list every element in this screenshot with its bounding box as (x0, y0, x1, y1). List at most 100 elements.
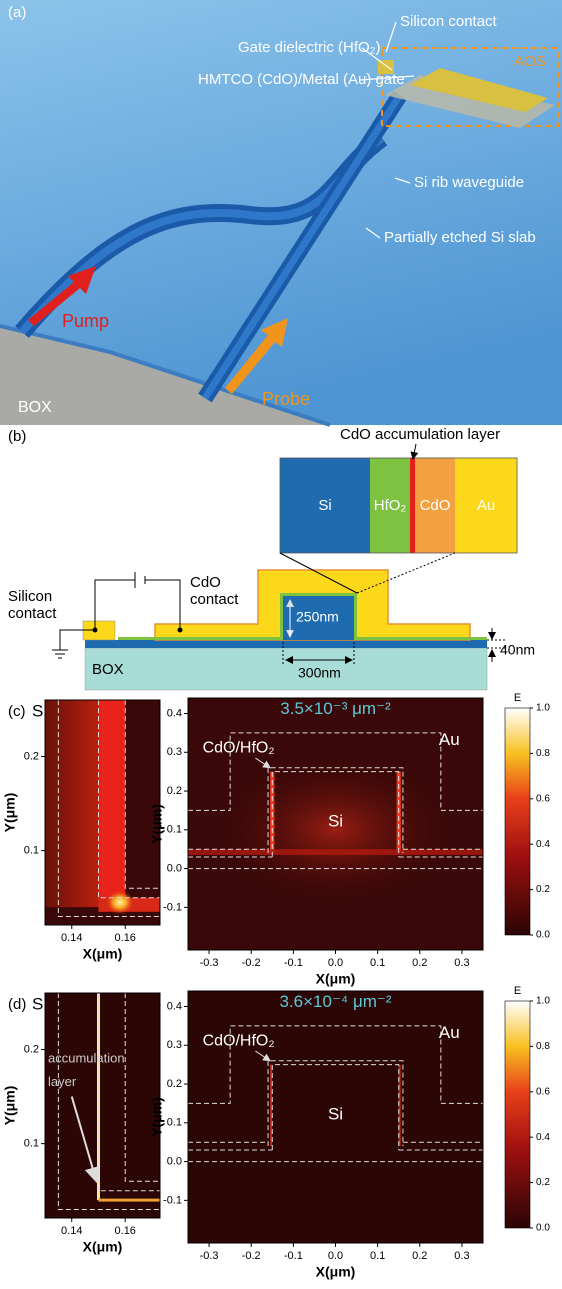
label: layer (48, 1074, 77, 1089)
colorbar (505, 708, 530, 935)
label: 0.0 (328, 1250, 343, 1262)
label: (d) (8, 996, 26, 1013)
label: Partially etched Si slab (384, 229, 536, 246)
label: Au (439, 730, 460, 749)
label: CdO accumulation layer (340, 426, 500, 443)
label: (a) (8, 4, 26, 21)
label: 3.5×10⁻³ μm⁻² (280, 699, 391, 718)
label: 0.6 (536, 1086, 550, 1097)
label: 0.8 (536, 748, 550, 759)
label: 0.14 (61, 1225, 82, 1237)
label: -0.3 (200, 957, 219, 969)
field-glow (209, 760, 462, 915)
label: 1.0 (536, 703, 550, 714)
label: -0.1 (284, 957, 303, 969)
label: -0.2 (242, 957, 261, 969)
panel-b (52, 444, 517, 690)
label: CdO/HfO₂ (203, 740, 275, 757)
label: 0.16 (115, 932, 136, 944)
label: 0.14 (61, 932, 82, 944)
label: 0.2 (24, 1043, 39, 1055)
label: Silicon contact (400, 13, 498, 30)
label: Silicon (8, 588, 52, 605)
label: 0.1 (167, 1117, 182, 1129)
label: X(μm) (83, 946, 123, 962)
field (188, 849, 483, 855)
label: Pump (62, 311, 109, 331)
label: 0.2 (412, 957, 427, 969)
label: accumulation (48, 1050, 125, 1065)
label: Y(μm) (149, 804, 165, 844)
label: CdO (190, 574, 221, 591)
label: Y(μm) (2, 1086, 18, 1126)
node (93, 628, 98, 633)
label: 0.1 (24, 1138, 39, 1150)
label: contact (8, 605, 57, 622)
label: 0.16 (115, 1225, 136, 1237)
label: X(μm) (316, 1264, 356, 1280)
node (178, 628, 183, 633)
label: 0.0 (167, 1155, 182, 1167)
label: (b) (8, 428, 26, 445)
label: 0.3 (167, 1039, 182, 1051)
label: 1.0 (536, 996, 550, 1007)
label: 0.2 (536, 1177, 550, 1188)
label: 0.4 (167, 1000, 182, 1012)
label: CdO (420, 497, 451, 514)
label: E (514, 985, 521, 997)
label: contact (190, 591, 239, 608)
label: 0.0 (167, 862, 182, 874)
label: (c) (8, 703, 26, 720)
label: 0.2 (167, 1078, 182, 1090)
figure: (a) Silicon contact Gate dielectric (HfO₂)… (0, 0, 562, 1289)
label: 0.2 (412, 1250, 427, 1262)
label: Si (328, 812, 343, 831)
label: AOS (514, 53, 546, 70)
label: 0.2 (536, 884, 550, 895)
label: Probe (262, 389, 310, 409)
label: CdO/HfO₂ (203, 1033, 275, 1050)
label: 0.1 (167, 824, 182, 836)
label: 40nm (500, 642, 535, 658)
label: X(μm) (316, 971, 356, 987)
field (45, 700, 98, 907)
label: -0.1 (284, 1250, 303, 1262)
label: Si rib waveguide (414, 174, 524, 191)
field-hotspot (106, 890, 134, 914)
label: BOX (92, 661, 124, 678)
label: 0.1 (370, 1250, 385, 1262)
field (98, 1199, 160, 1202)
label: Y(μm) (2, 793, 18, 833)
inset-accumulation (410, 458, 415, 553)
label: 0.1 (24, 845, 39, 857)
label: 0.1 (370, 957, 385, 969)
label: 0.3 (454, 1250, 469, 1262)
label: Au (477, 497, 495, 514)
label: 0.8 (536, 1041, 550, 1052)
si-slab (85, 640, 487, 648)
label: Gate dielectric (HfO₂) (238, 39, 381, 56)
colorbar (505, 1001, 530, 1228)
label: X(μm) (83, 1239, 123, 1255)
label: Si (318, 497, 331, 514)
panel-a (0, 0, 562, 425)
label: HfO₂ (374, 497, 407, 514)
field (98, 700, 125, 907)
label: 0.2 (24, 750, 39, 762)
box-layer (85, 648, 487, 690)
label: 3.6×10⁻⁴ μm⁻² (279, 992, 391, 1011)
label: Au (439, 1023, 460, 1042)
label: 0.0 (328, 957, 343, 969)
label: 0.3 (167, 746, 182, 758)
label: 0.3 (454, 957, 469, 969)
label: 0.6 (536, 793, 550, 804)
accumulation-arrow (413, 444, 416, 459)
label: -0.1 (163, 1194, 182, 1206)
label: Si (328, 1105, 343, 1124)
label: E (514, 692, 521, 704)
label: 0.2 (167, 785, 182, 797)
label: -0.2 (242, 1250, 261, 1262)
label: -0.3 (200, 1250, 219, 1262)
label: 0.4 (536, 1132, 550, 1143)
label: Y(μm) (149, 1097, 165, 1137)
